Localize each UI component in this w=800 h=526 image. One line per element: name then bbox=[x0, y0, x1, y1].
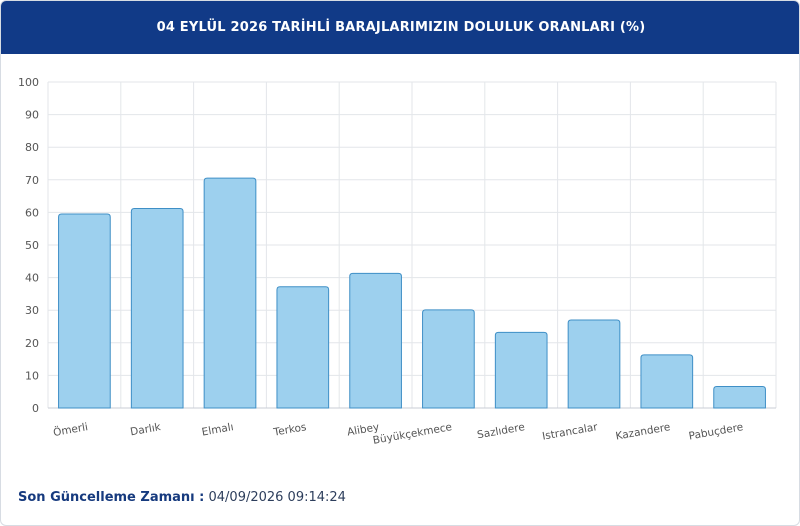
y-tick-label: 90 bbox=[25, 109, 39, 122]
x-tick-label: Elmalı bbox=[201, 421, 235, 438]
x-tick-label: Alibey bbox=[346, 421, 380, 438]
chart-header: 04 EYLÜL 2026 TARİHLİ BARAJLARIMIZIN DOL… bbox=[1, 1, 799, 54]
last-update: Son Güncelleme Zamanı : 04/09/2026 09:14… bbox=[18, 490, 346, 505]
y-tick-label: 0 bbox=[32, 402, 39, 415]
x-tick-label: Kazandere bbox=[615, 421, 672, 442]
bar bbox=[58, 213, 111, 409]
x-tick-label: Büyükçekmece bbox=[372, 421, 453, 447]
x-tick-label: Terkos bbox=[272, 421, 308, 439]
y-tick-label: 40 bbox=[25, 272, 39, 285]
y-tick-label: 100 bbox=[18, 76, 39, 89]
bar bbox=[349, 272, 402, 409]
x-tick-label: Pabuçdere bbox=[688, 421, 744, 442]
last-update-value: 04/09/2026 09:14:24 bbox=[208, 490, 346, 505]
last-update-label: Son Güncelleme Zamanı : bbox=[18, 490, 205, 505]
y-tick-label: 70 bbox=[25, 174, 39, 187]
y-tick-label: 30 bbox=[25, 304, 39, 317]
y-tick-label: 80 bbox=[25, 141, 39, 154]
bar bbox=[640, 354, 694, 409]
x-tick-label: Ömerli bbox=[52, 420, 89, 439]
x-tick-label: Istrancalar bbox=[541, 421, 599, 443]
x-tick-label: Sazlıdere bbox=[476, 421, 525, 441]
bar bbox=[494, 331, 548, 409]
bar bbox=[276, 286, 330, 409]
bar bbox=[422, 309, 475, 409]
bar-chart: 0 10 20 30 40 50 60 70 80 90 100 Ömerli Darlık Elmalı… bbox=[18, 76, 777, 447]
bar bbox=[713, 385, 766, 409]
y-tick-label: 10 bbox=[25, 369, 39, 382]
bar bbox=[567, 319, 621, 409]
y-tick-label: 50 bbox=[25, 239, 39, 252]
x-tick-label: Darlık bbox=[129, 421, 162, 438]
bar bbox=[130, 207, 184, 409]
bar bbox=[203, 177, 257, 409]
chart-title: 04 EYLÜL 2026 TARİHLİ BARAJLARIMIZIN DOL… bbox=[156, 20, 646, 35]
y-tick-label: 60 bbox=[25, 206, 39, 219]
y-tick-label: 20 bbox=[25, 337, 39, 350]
